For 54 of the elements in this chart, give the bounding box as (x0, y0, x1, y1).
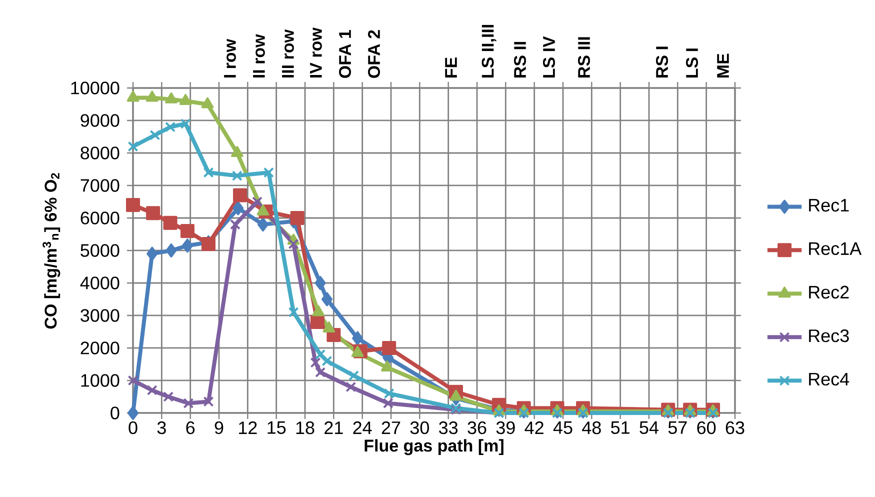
legend-label: Rec3 (809, 329, 849, 342)
text: LS IV (542, 36, 556, 78)
legend-label: Rec1 (809, 199, 849, 212)
y-tick-label: 8000 (80, 146, 120, 160)
x-tick-label: 51 (611, 421, 630, 434)
x-tick-label: 3 (157, 421, 166, 434)
text: OFA 2 (368, 30, 380, 78)
x-tick-label: 21 (324, 421, 343, 434)
x-tick-label: 9 (214, 421, 224, 434)
x-tick-label: 60 (697, 421, 716, 434)
y-tick-label: 4000 (80, 276, 120, 290)
text: LS I (686, 48, 698, 78)
text: LS II,III (482, 24, 496, 78)
x-tick-label: 12 (239, 421, 257, 434)
x-tick-label: 57 (668, 421, 687, 434)
y-tick-label: 7000 (80, 179, 120, 192)
text: II row (253, 34, 265, 78)
x-tick-label: 39 (496, 421, 515, 434)
x-tick-label: 30 (410, 421, 429, 434)
x-tick-label: 45 (553, 421, 572, 434)
legend-label: Rec4 (809, 372, 850, 386)
x-axis-title: Flue gas path [m] (364, 439, 504, 456)
x-tick-label: 48 (582, 421, 601, 434)
x-tick-label: 0 (128, 421, 138, 434)
x-tick-label: 6 (186, 421, 195, 434)
y-tick-label: 5000 (80, 244, 120, 257)
y-tick-label: 6000 (80, 212, 120, 224)
y-axis-title: CO [mg/m$^{3}$$_{n}$] 6% O$_{2}$ (42, 173, 60, 329)
x-tick-label: 36 (468, 421, 486, 434)
x-tick-label: 33 (439, 421, 458, 434)
text: I row (224, 38, 236, 78)
text: RS I (656, 46, 668, 78)
y-tick-label: 3000 (80, 309, 120, 322)
text: FE (445, 58, 457, 78)
x-tick-label: 27 (382, 421, 400, 434)
text: ME (717, 54, 729, 78)
x-tick-label: 63 (726, 421, 744, 434)
text: OFA 1 (339, 30, 352, 78)
x-tick-label: 24 (353, 421, 372, 434)
text: IV row (310, 28, 322, 78)
x-tick-label: 18 (296, 421, 314, 434)
legend-label: Rec1A (809, 242, 862, 256)
text: RS II (514, 42, 526, 78)
x-tick-label: 15 (268, 421, 286, 434)
y-tick-label: 2000 (80, 342, 120, 354)
x-tick-label: 42 (524, 421, 544, 434)
x-tick-label: 54 (640, 421, 658, 434)
y-tick-label: 1000 (81, 374, 120, 387)
text: III row (282, 29, 294, 78)
y-tick-label: 9000 (80, 114, 120, 127)
text: RS III (578, 37, 590, 78)
y-tick-label: 0 (110, 406, 120, 420)
y-tick-label: 10000 (71, 82, 120, 94)
legend-label: Rec2 (809, 286, 849, 299)
